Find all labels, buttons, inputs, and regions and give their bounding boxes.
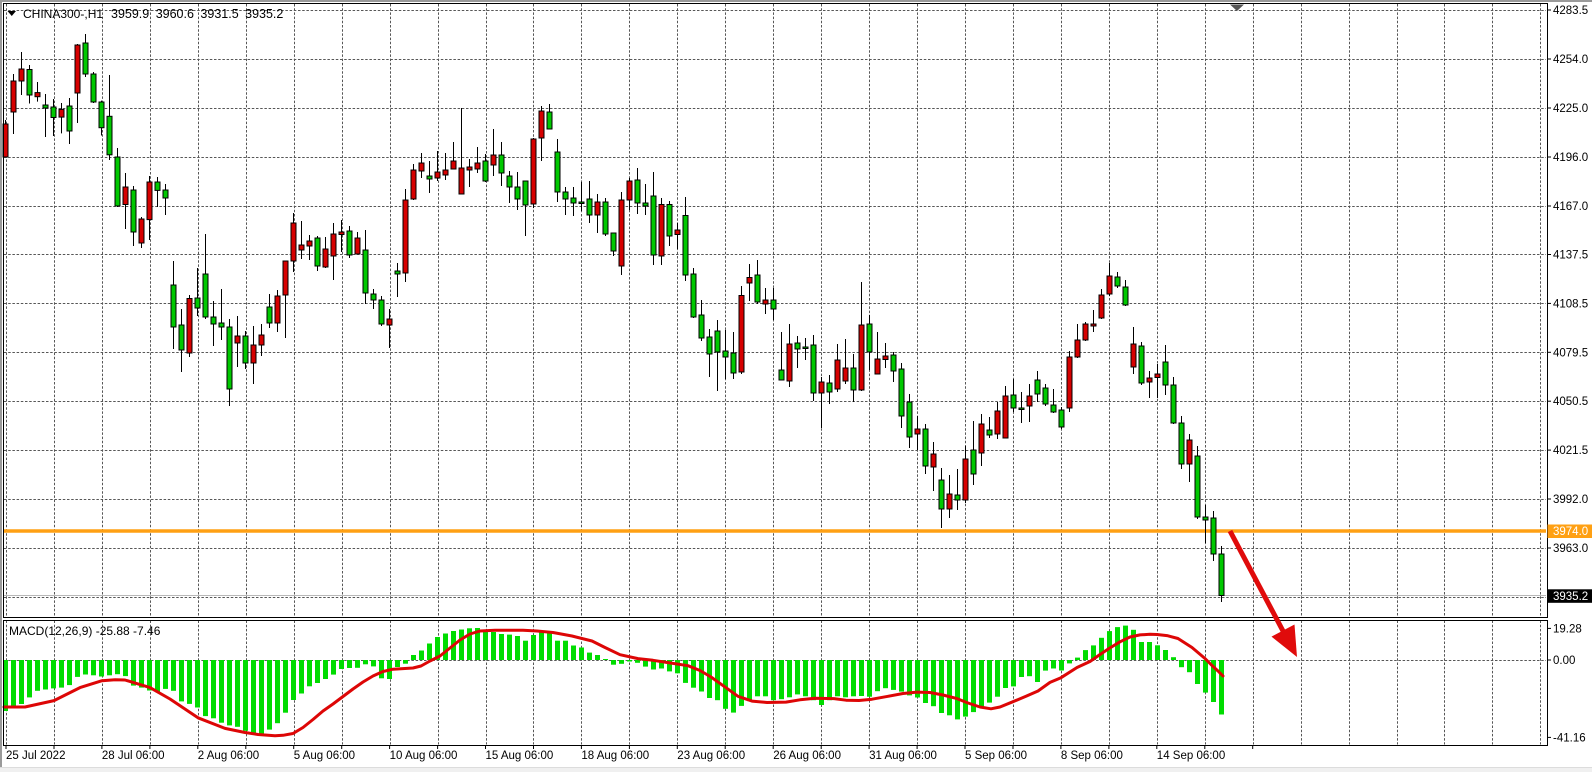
svg-text:10 Aug 06:00: 10 Aug 06:00 <box>390 750 458 762</box>
svg-text:4050.5: 4050.5 <box>1553 396 1588 408</box>
svg-text:5 Sep 06:00: 5 Sep 06:00 <box>965 750 1027 762</box>
svg-text:31 Aug 06:00: 31 Aug 06:00 <box>869 750 937 762</box>
svg-text:CHINA300-,H1: CHINA300-,H1 <box>23 7 103 21</box>
svg-text:4108.5: 4108.5 <box>1553 298 1588 310</box>
svg-text:3959.9 3960.6 3931.5 3935.2: 3959.9 3960.6 3931.5 3935.2 <box>111 7 283 21</box>
svg-text:4021.5: 4021.5 <box>1553 445 1588 457</box>
svg-text:18 Aug 06:00: 18 Aug 06:00 <box>581 750 649 762</box>
svg-text:4283.5: 4283.5 <box>1553 5 1588 17</box>
svg-text:4254.0: 4254.0 <box>1553 54 1588 66</box>
svg-text:2 Aug 06:00: 2 Aug 06:00 <box>198 750 259 762</box>
svg-text:4196.0: 4196.0 <box>1553 152 1588 164</box>
svg-text:4167.0: 4167.0 <box>1553 201 1588 213</box>
svg-text:3935.2: 3935.2 <box>1553 591 1588 603</box>
svg-text:3974.0: 3974.0 <box>1553 526 1588 538</box>
svg-text:4137.5: 4137.5 <box>1553 250 1588 262</box>
svg-text:15 Aug 06:00: 15 Aug 06:00 <box>486 750 554 762</box>
svg-text:8 Sep 06:00: 8 Sep 06:00 <box>1061 750 1123 762</box>
svg-text:23 Aug 06:00: 23 Aug 06:00 <box>677 750 745 762</box>
svg-text:-41.16: -41.16 <box>1553 732 1586 744</box>
svg-text:3992.0: 3992.0 <box>1553 494 1588 506</box>
svg-text:19.28: 19.28 <box>1553 623 1582 635</box>
svg-text:MACD(12,26,9) -25.88 -7.46: MACD(12,26,9) -25.88 -7.46 <box>9 624 161 638</box>
svg-text:25 Jul 2022: 25 Jul 2022 <box>6 750 65 762</box>
svg-text:5 Aug 06:00: 5 Aug 06:00 <box>294 750 355 762</box>
svg-text:28 Jul 06:00: 28 Jul 06:00 <box>102 750 165 762</box>
svg-text:3963.0: 3963.0 <box>1553 543 1588 555</box>
svg-text:14 Sep 06:00: 14 Sep 06:00 <box>1157 750 1225 762</box>
svg-text:0.00: 0.00 <box>1553 655 1575 667</box>
svg-text:4079.5: 4079.5 <box>1553 347 1588 359</box>
svg-text:26 Aug 06:00: 26 Aug 06:00 <box>773 750 841 762</box>
svg-text:4225.0: 4225.0 <box>1553 103 1588 115</box>
